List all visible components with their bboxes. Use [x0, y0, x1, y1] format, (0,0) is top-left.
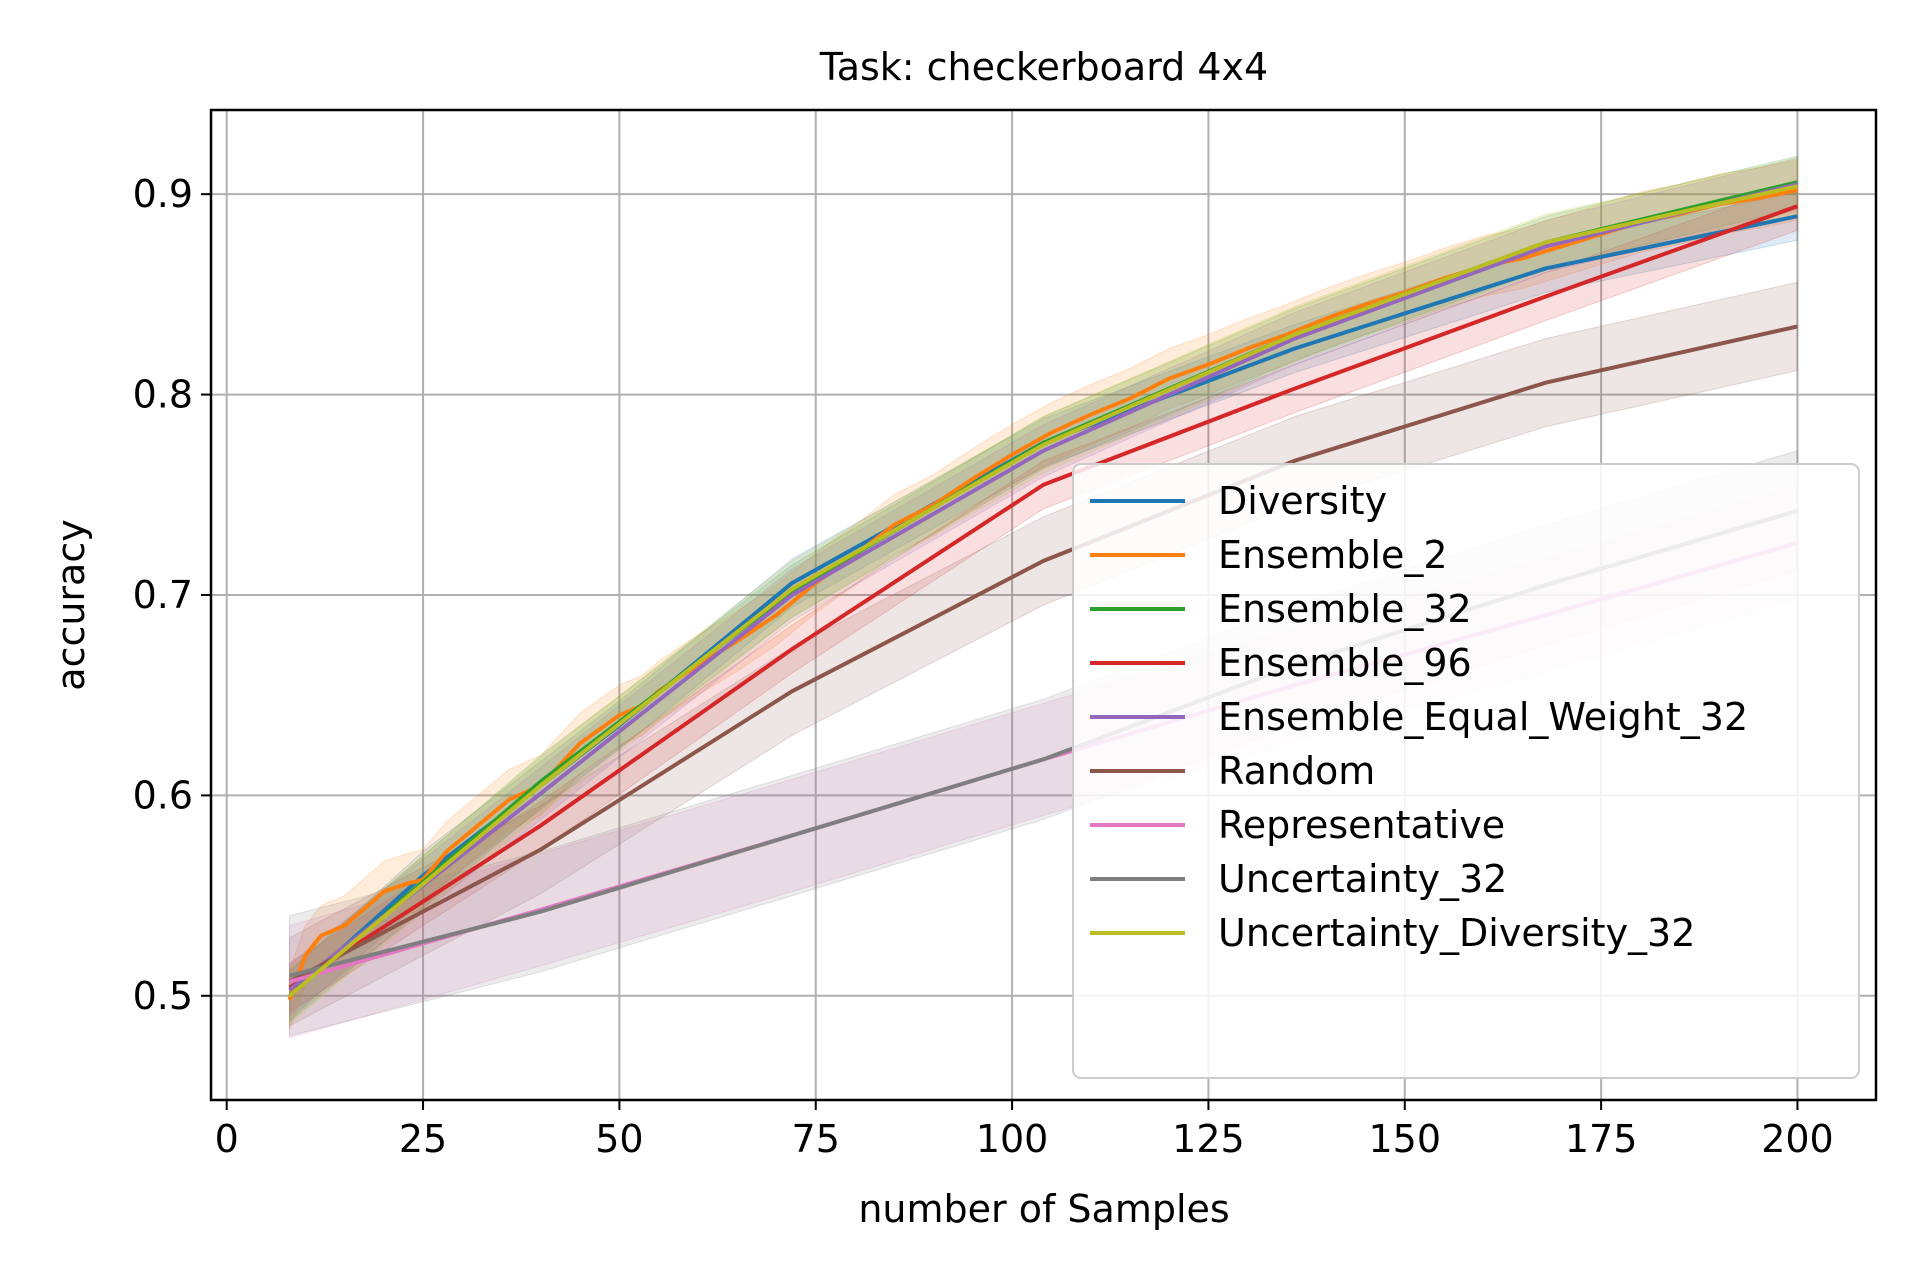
x-tick-label: 100 [976, 1117, 1049, 1161]
legend: Diversity Ensemble_2 Ensemble_32 Ensemble_9… [1072, 463, 1860, 1079]
series-line [288, 204, 1799, 990]
x-tick-label: 50 [595, 1117, 643, 1161]
confidence-band [289, 157, 1798, 1017]
series-line [288, 184, 1798, 998]
y-axis-title: accuracy [49, 519, 93, 690]
y-tick-label: 0.5 [133, 974, 193, 1018]
x-tick-label: 25 [399, 1117, 447, 1161]
x-tick-label: 175 [1565, 1117, 1638, 1161]
series-line [288, 324, 1798, 984]
confidence-band [289, 191, 1798, 1021]
legend-label: Random [1218, 749, 1375, 793]
legend-label: Uncertainty_32 [1218, 857, 1507, 901]
confidence-band [289, 181, 1798, 1013]
y-axis-ticks: 0.5 0.6 0.7 0.8 0.9 [133, 172, 211, 1018]
series-line [288, 182, 1798, 992]
legend-label: Ensemble_32 [1218, 587, 1472, 631]
x-tick-label: 125 [1172, 1117, 1245, 1161]
x-axis-ticks: 0 25 50 75 100 125 150 175 200 [215, 1100, 1834, 1161]
y-tick-label: 0.9 [133, 172, 193, 216]
x-tick-label: 75 [792, 1117, 840, 1161]
y-tick-label: 0.6 [133, 773, 193, 817]
y-tick-label: 0.8 [133, 373, 193, 417]
confidence-band [289, 281, 1798, 1027]
legend-label: Ensemble_2 [1218, 533, 1448, 577]
legend-label: Ensemble_Equal_Weight_32 [1218, 695, 1748, 739]
confidence-band [289, 157, 1798, 1025]
legend-label: Uncertainty_Diversity_32 [1218, 911, 1695, 955]
x-tick-label: 200 [1761, 1117, 1834, 1161]
x-tick-label: 0 [215, 1117, 239, 1161]
plot-frame [209, 108, 1878, 1102]
y-tick-label: 0.7 [133, 573, 193, 617]
x-axis-title: number of Samples [858, 1187, 1229, 1231]
x-tick-label: 150 [1369, 1117, 1442, 1161]
legend-label: Ensemble_96 [1218, 641, 1472, 685]
legend-box [1072, 463, 1860, 1079]
legend-label: Representative [1218, 803, 1505, 847]
legend-label: Diversity [1218, 479, 1387, 523]
chart-title: Task: checkerboard 4x4 [819, 45, 1268, 89]
